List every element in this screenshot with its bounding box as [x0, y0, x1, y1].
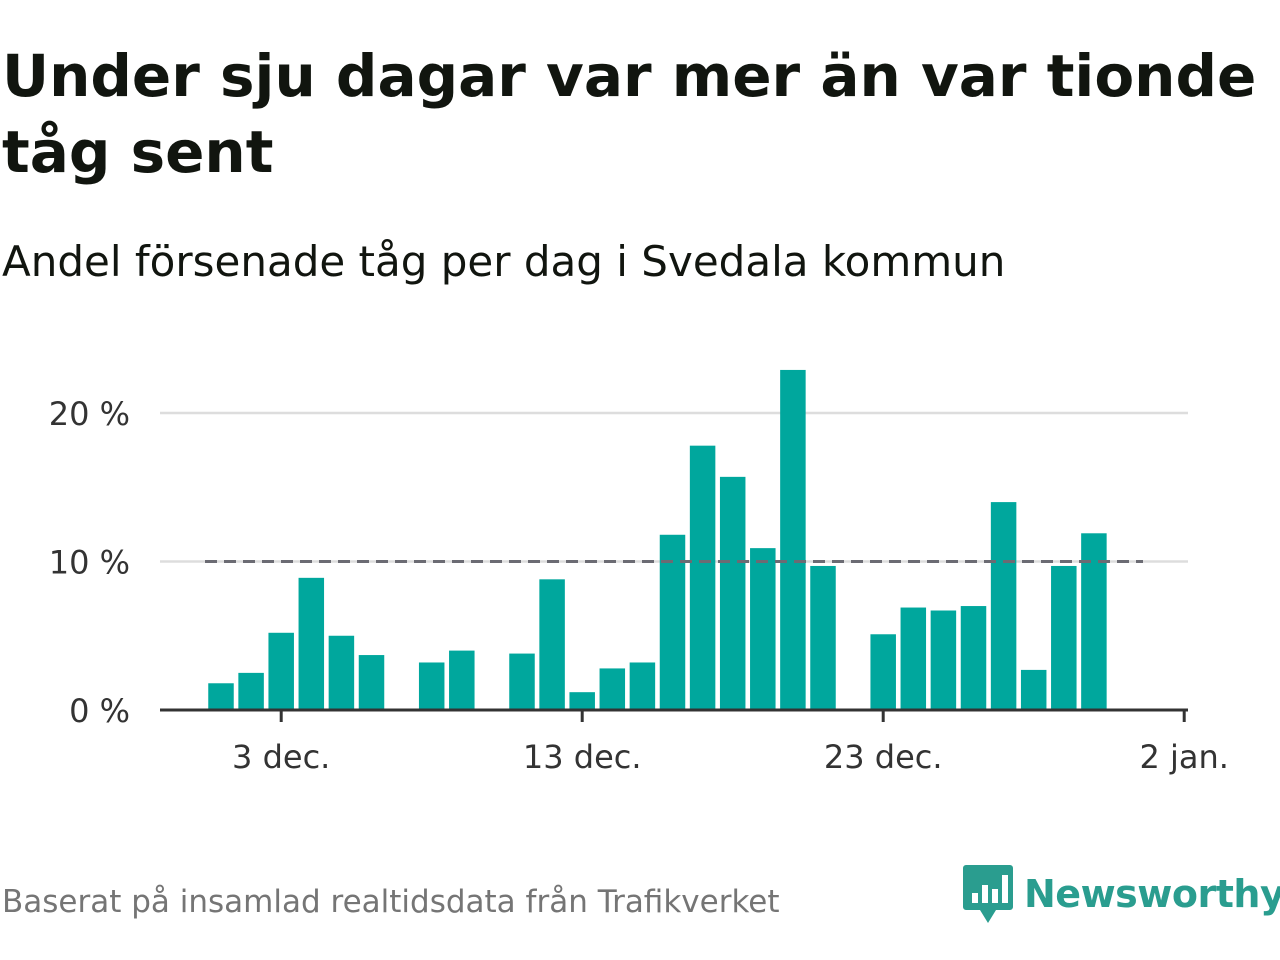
x-axis: [160, 708, 1188, 722]
bar: [569, 692, 595, 710]
y-axis-tick-labels: 0 % 10 % 20 %: [49, 395, 130, 730]
bar: [689, 445, 716, 710]
bar: [659, 534, 686, 710]
newsworthy-logo-icon: [963, 865, 1013, 923]
bar: [509, 653, 535, 710]
brand-logo: Newsworthy: [962, 862, 1280, 926]
x-tick-label: 2 jan.: [1139, 738, 1228, 776]
bar: [750, 548, 776, 710]
y-tick-label: 0 %: [69, 692, 130, 730]
bar: [238, 672, 264, 710]
x-tick-label: 13 dec.: [523, 738, 642, 776]
x-tick-label: 3 dec.: [232, 738, 330, 776]
brand-name: Newsworthy: [1024, 872, 1280, 916]
bar: [268, 632, 294, 710]
source-note: Baserat på insamlad realtidsdata från Tr…: [2, 884, 780, 920]
bar: [418, 662, 445, 710]
bar: [810, 565, 836, 710]
bar: [900, 607, 927, 710]
bar: [990, 502, 1017, 710]
bar: [780, 369, 806, 710]
bar: [719, 476, 746, 710]
bar: [629, 662, 656, 710]
bar: [539, 579, 565, 710]
bar: [1020, 669, 1047, 710]
bar: [298, 577, 325, 710]
bar: [930, 610, 957, 710]
bar: [208, 683, 234, 710]
y-tick-label: 10 %: [49, 544, 130, 582]
bar: [1081, 533, 1107, 710]
bars: [208, 369, 1107, 710]
bar: [1051, 565, 1077, 710]
bar: [960, 606, 987, 710]
chart-subtitle: Andel försenade tåg per dag i Svedala ko…: [2, 237, 1006, 286]
bar-chart: 0 % 10 % 20 % 3 dec. 13 dec. 23 dec. 2 jan.: [49, 369, 1229, 776]
bar: [449, 650, 475, 710]
bar: [599, 668, 626, 710]
bar: [358, 655, 385, 710]
x-tick-label: 23 dec.: [824, 738, 943, 776]
bar: [870, 634, 896, 710]
y-tick-label: 20 %: [49, 395, 130, 433]
x-axis-tick-labels: 3 dec. 13 dec. 23 dec. 2 jan.: [232, 738, 1229, 776]
bar: [328, 635, 355, 710]
chart-title: Under sju dagar var mer än var tionde tå…: [2, 42, 1257, 186]
